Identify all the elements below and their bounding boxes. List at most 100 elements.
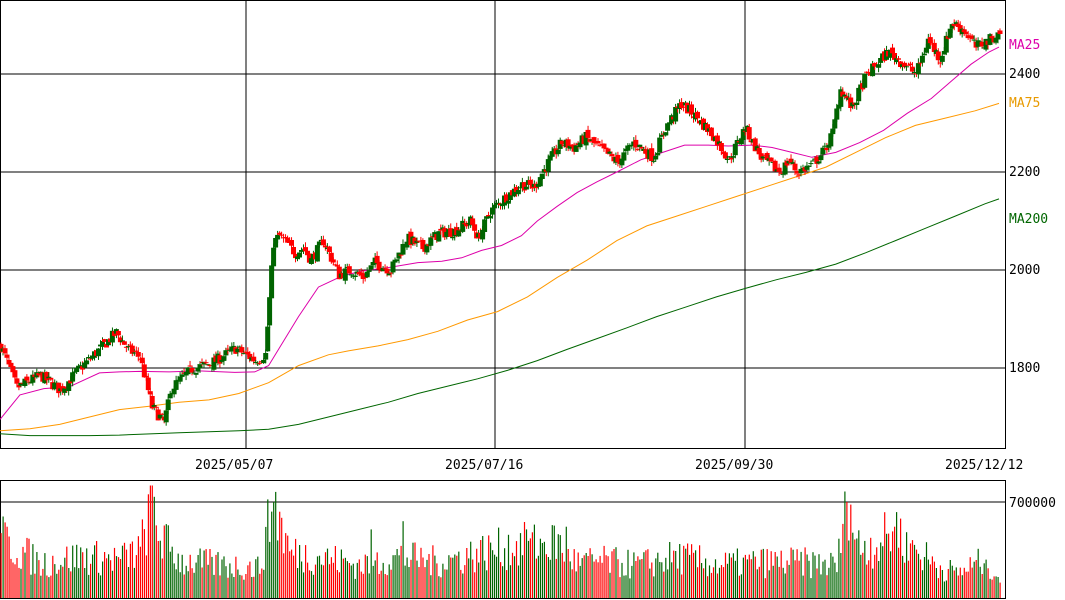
volume-bar xyxy=(20,568,22,598)
volume-bar xyxy=(129,543,131,598)
volume-bar xyxy=(971,567,973,598)
volume-bar xyxy=(303,572,305,598)
volume-bar xyxy=(153,496,155,598)
candle-body xyxy=(931,42,937,52)
volume-bar xyxy=(904,562,906,598)
candle-body xyxy=(392,259,398,263)
candle-body xyxy=(714,135,720,146)
volume-bar xyxy=(56,573,58,598)
volume-bar xyxy=(173,563,175,598)
volume-bar xyxy=(826,575,828,598)
volume-bar xyxy=(233,577,235,598)
volume-bar xyxy=(189,554,191,598)
candle-body xyxy=(167,393,173,399)
candle-body xyxy=(205,364,211,366)
volume-bar xyxy=(340,549,342,598)
volume-bar xyxy=(961,575,963,598)
volume-bar xyxy=(38,560,40,598)
candle-body xyxy=(185,367,191,375)
volume-bar xyxy=(398,555,400,598)
volume-bar xyxy=(637,556,639,598)
candle-body xyxy=(141,364,147,378)
volume-bar xyxy=(285,533,287,598)
candle-body xyxy=(963,31,969,35)
volume-bar xyxy=(521,555,524,598)
candle-body xyxy=(947,28,953,38)
candle-body xyxy=(995,32,1001,40)
volume-bar xyxy=(852,532,854,598)
volume-bar xyxy=(907,560,910,598)
candle-body xyxy=(470,218,476,225)
volume-bar xyxy=(943,581,945,598)
volume-bar xyxy=(770,551,772,598)
candle-body xyxy=(231,345,237,347)
volume-bar xyxy=(394,555,396,598)
candle-body xyxy=(149,396,155,409)
candle-body xyxy=(862,73,868,88)
candle-body xyxy=(547,155,553,161)
volume-bar xyxy=(784,573,786,598)
xtick-2025-05-07: 2025/05/07 xyxy=(195,458,273,473)
volume-bar xyxy=(30,574,32,598)
candle-body xyxy=(78,365,84,367)
candle-body xyxy=(941,51,947,55)
volume-bar xyxy=(506,570,508,598)
volume-bar xyxy=(135,555,137,598)
volume-bar xyxy=(243,579,245,598)
volume-bar xyxy=(209,549,211,598)
volume-bar xyxy=(649,568,651,598)
candle-body xyxy=(504,194,509,203)
candle-body xyxy=(484,216,490,219)
candle-body xyxy=(68,380,74,384)
candle-body xyxy=(969,35,975,39)
volume-bar xyxy=(874,554,876,598)
volume-bar xyxy=(291,549,293,598)
candle-body xyxy=(297,252,302,258)
candle-body xyxy=(878,58,884,63)
volume-bar xyxy=(229,563,231,598)
volume-bar xyxy=(571,569,573,598)
candle-body xyxy=(247,353,253,360)
volume-bar xyxy=(12,562,14,598)
volume-bar xyxy=(297,568,299,598)
volume-bar xyxy=(370,529,372,598)
volume-bar xyxy=(334,546,336,598)
candle-body xyxy=(362,276,368,278)
volume-bar xyxy=(18,567,20,598)
volume-bar xyxy=(776,556,778,598)
volume-bar xyxy=(762,548,764,598)
volume-bar xyxy=(64,557,66,598)
candle-body xyxy=(314,245,320,262)
candle-body xyxy=(537,177,543,187)
candle-body xyxy=(123,346,129,348)
volume-bar xyxy=(62,566,64,598)
candle-body xyxy=(133,350,139,352)
volume-bar xyxy=(555,558,557,598)
volume-bar xyxy=(324,552,327,598)
xtick-2025-12-12: 2025/12/12 xyxy=(945,458,1023,473)
volume-bar xyxy=(850,504,852,598)
volume-bar xyxy=(539,538,541,598)
candle-body xyxy=(818,155,824,161)
candle-body xyxy=(62,388,68,393)
candle-body xyxy=(842,94,848,97)
candle-body xyxy=(173,380,179,390)
volume-bar xyxy=(346,561,348,598)
volume-bar xyxy=(846,502,848,598)
volume-bar xyxy=(772,565,774,598)
volume-bar xyxy=(40,575,42,598)
volume-bar xyxy=(565,526,567,598)
volume-bar xyxy=(316,556,319,598)
volume-bar xyxy=(436,563,438,598)
volume-bar xyxy=(951,565,953,598)
volume-bar xyxy=(257,556,259,598)
volume-bar xyxy=(563,561,565,598)
volume-bar xyxy=(96,541,98,598)
volume-bar xyxy=(525,529,528,598)
ma200-label: MA200 xyxy=(1009,212,1048,227)
candle-body xyxy=(100,341,105,347)
volume-bar xyxy=(406,557,408,598)
volume-bar xyxy=(305,545,307,598)
candle-body xyxy=(143,375,149,378)
volume-bar xyxy=(965,571,967,598)
